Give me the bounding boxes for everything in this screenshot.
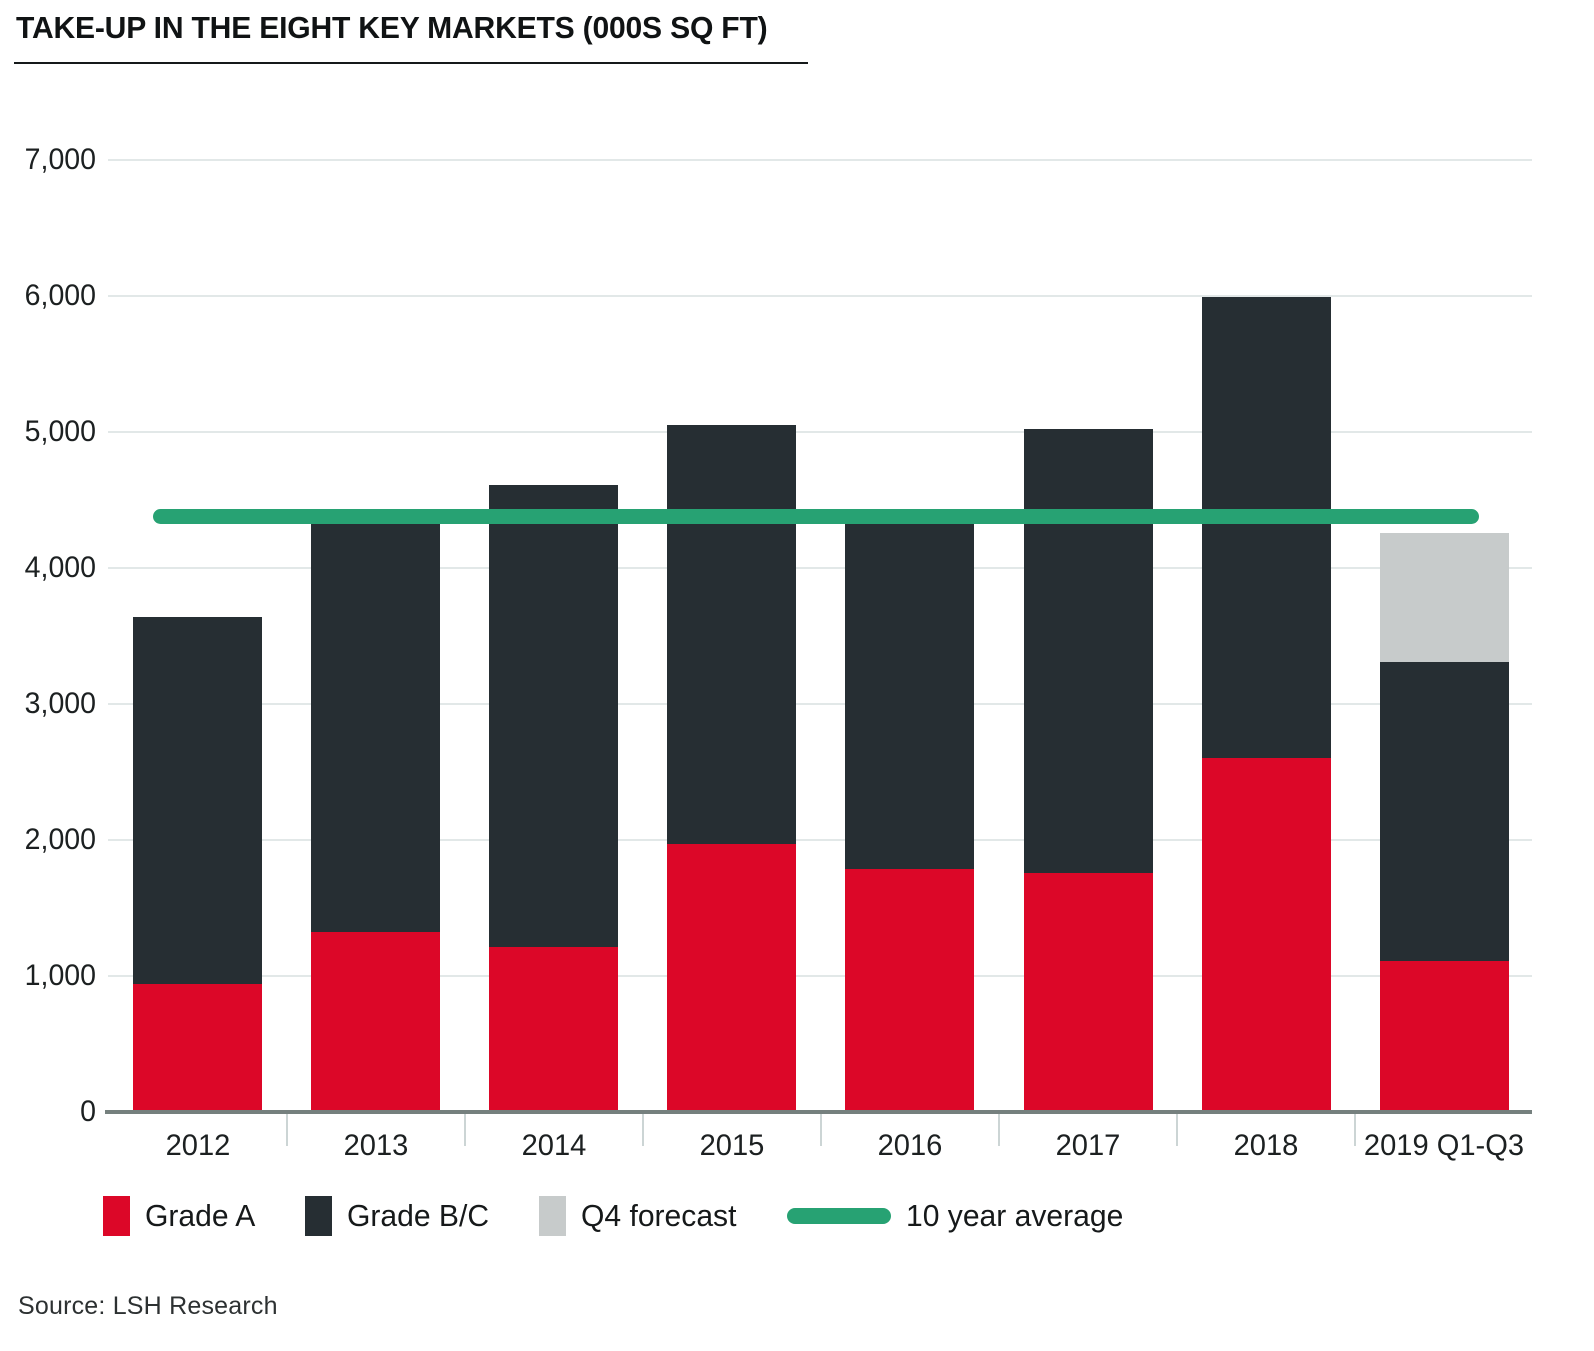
- y-axis-tick-label: 5,000: [24, 415, 97, 448]
- y-axis-tick-label: 0: [80, 1095, 96, 1128]
- legend-square-swatch: [103, 1196, 130, 1236]
- y-axis-tick-label: 1,000: [24, 959, 97, 992]
- x-axis-label-2019-q1-q3: 2019 Q1-Q3: [1364, 1129, 1525, 1162]
- legend-item-10-year-average: 10 year average: [787, 1196, 1130, 1236]
- bar-2013-grade-a: [311, 932, 441, 1112]
- legend-item-q4-forecast: Q4 forecast: [539, 1196, 741, 1236]
- bar-2012-grade-b-c: [133, 616, 262, 985]
- bar-2018-grade-a: [1201, 758, 1331, 1112]
- x-axis-line: [105, 1110, 1532, 1114]
- chart-title: TAKE-UP IN THE EIGHT KEY MARKETS (000S S…: [16, 10, 768, 45]
- x-axis-label-2018: 2018: [1233, 1129, 1299, 1162]
- x-axis-tick: [641, 1114, 644, 1146]
- title-underline: [14, 62, 808, 64]
- x-axis-label-2016: 2016: [877, 1129, 943, 1162]
- legend: Grade A Grade B/C Q4 forecast 10 year avera…: [103, 1196, 1131, 1236]
- bar-2017-grade-a: [1023, 872, 1153, 1112]
- bar-2019-q1-q3-q4-forecast: [1379, 532, 1509, 662]
- gridline-y-7000: [108, 159, 1532, 161]
- bar-2016-grade-b-c: [845, 523, 975, 869]
- x-axis-tick: [285, 1114, 288, 1146]
- bar-2012-grade-a: [133, 984, 262, 1112]
- gridline-y-1000: [108, 975, 1532, 977]
- y-axis-tick-label: 3,000: [24, 687, 97, 720]
- legend-label: Grade B/C: [346, 1198, 489, 1233]
- bar-2017-grade-b-c: [1023, 429, 1153, 873]
- x-axis-label-2014: 2014: [521, 1129, 587, 1162]
- y-axis-tick-label: 4,000: [24, 551, 97, 584]
- legend-line-swatch: [787, 1208, 892, 1224]
- x-axis-tick: [819, 1114, 822, 1146]
- x-axis-tick: [1176, 1114, 1179, 1146]
- gridline-y-3000: [108, 703, 1532, 705]
- gridline-y-4000: [108, 567, 1532, 569]
- legend-square-swatch: [539, 1196, 567, 1236]
- x-axis-tick: [997, 1114, 1000, 1146]
- x-axis-label-2013: 2013: [343, 1129, 408, 1162]
- y-axis-tick-label: 7,000: [24, 143, 97, 176]
- gridline-y-5000: [108, 431, 1532, 433]
- gridline-y-2000: [108, 839, 1532, 841]
- legend-square-swatch: [304, 1196, 332, 1236]
- legend-label: Grade A: [145, 1198, 256, 1233]
- gridline-y-6000: [108, 295, 1532, 297]
- bar-2013-grade-b-c: [311, 523, 441, 933]
- bar-2015-grade-b-c: [667, 425, 797, 845]
- y-axis-tick-label: 6,000: [24, 279, 97, 312]
- bar-2018-grade-b-c: [1201, 297, 1331, 759]
- legend-label: Q4 forecast: [581, 1198, 737, 1233]
- x-axis-label-2012: 2012: [165, 1129, 230, 1162]
- bar-2016-grade-a: [845, 868, 975, 1112]
- legend-label: 10 year average: [906, 1198, 1124, 1233]
- legend-item-grade-b-c: Grade B/C: [304, 1196, 493, 1236]
- bar-2015-grade-a: [667, 844, 797, 1112]
- bar-2019-q1-q3-grade-b-c: [1379, 661, 1509, 962]
- legend-item-grade-a: Grade A: [103, 1196, 259, 1236]
- x-axis-label-2017: 2017: [1055, 1129, 1121, 1162]
- bar-2019-q1-q3-grade-a: [1379, 961, 1509, 1112]
- source-note: Source: LSH Research: [18, 1292, 278, 1320]
- ten-year-average-line: [153, 508, 1479, 524]
- x-axis-tick: [463, 1114, 466, 1146]
- x-axis-label-2015: 2015: [699, 1129, 765, 1162]
- x-axis-tick: [1354, 1114, 1357, 1146]
- bar-2014-grade-a: [489, 947, 619, 1112]
- bar-2014-grade-b-c: [489, 485, 619, 948]
- y-axis-tick-label: 2,000: [24, 823, 97, 856]
